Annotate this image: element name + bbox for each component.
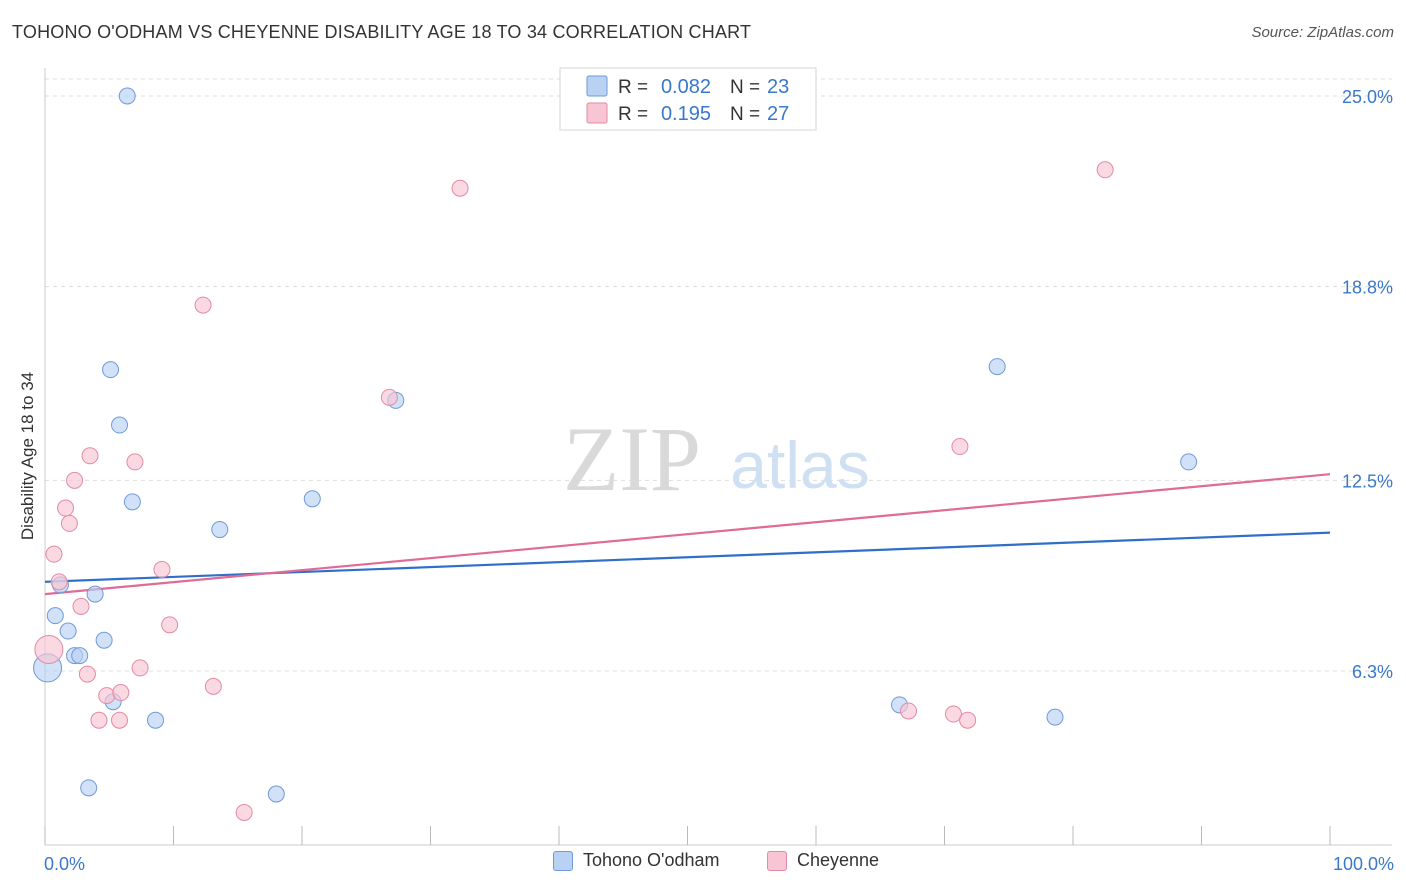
y-tick-label: 6.3% — [1352, 662, 1393, 682]
data-point-cheyenne — [959, 711, 977, 729]
data-point-cheyenne — [34, 634, 64, 664]
data-point-tohono — [1180, 453, 1198, 471]
data-point-cheyenne — [951, 438, 969, 456]
data-point-tohono — [59, 622, 77, 640]
series-legend: Tohono O'odham Cheyenne — [0, 850, 1406, 880]
watermark-atlas: atlas — [730, 428, 869, 502]
data-point-cheyenne — [235, 803, 253, 821]
y-tick-label: 18.8% — [1342, 278, 1393, 298]
data-point-cheyenne — [66, 471, 84, 489]
data-point-tohono — [211, 521, 229, 539]
y-tick-labels: 6.3% 12.5% 18.8% 25.0% — [1342, 87, 1393, 682]
x-tick-label-min: 0.0% — [44, 854, 85, 874]
data-point-tohono — [111, 416, 129, 434]
data-point-tohono — [71, 647, 89, 665]
trend-layer — [44, 473, 1331, 596]
data-point-tohono — [988, 358, 1006, 376]
data-point-tohono — [267, 785, 285, 803]
chart-title: TOHONO O'ODHAM VS CHEYENNE DISABILITY AG… — [12, 22, 752, 42]
stats-legend-swatch-blue — [586, 75, 608, 97]
x-tick-label-max: 100.0% — [1333, 854, 1394, 874]
data-point-cheyenne — [944, 705, 962, 723]
legend-swatch-tohono — [553, 850, 573, 871]
data-point-cheyenne — [57, 499, 75, 517]
data-point-tohono — [102, 361, 120, 379]
data-point-cheyenne — [380, 388, 398, 406]
data-point-cheyenne — [451, 179, 469, 197]
stats-n-label-blue: N = — [730, 77, 760, 98]
watermark-zip: ZIP — [563, 408, 701, 510]
legend-label-cheyenne: Cheyenne — [797, 850, 880, 870]
stats-r-value-pink: 0.195 — [661, 103, 711, 125]
stats-n-label-pink: N = — [730, 104, 760, 125]
data-point-cheyenne — [126, 453, 144, 471]
data-point-tohono — [1046, 708, 1064, 726]
data-point-tohono — [80, 779, 98, 797]
data-point-cheyenne — [131, 659, 149, 677]
legend-label-tohono: Tohono O'odham — [583, 850, 720, 870]
data-point-cheyenne — [161, 616, 179, 634]
data-point-cheyenne — [78, 665, 96, 683]
stats-r-value-blue: 0.082 — [661, 76, 711, 98]
data-point-tohono — [123, 493, 141, 511]
axis-layer — [44, 68, 1392, 846]
y-tick-label: 12.5% — [1342, 471, 1393, 491]
y-axis-label: Disability Age 18 to 34 — [18, 372, 37, 540]
trend-line-cheyenne — [44, 473, 1331, 596]
watermark: ZIP atlas — [563, 408, 870, 510]
data-point-tohono — [118, 87, 136, 105]
data-point-cheyenne — [81, 447, 99, 465]
points-layer — [33, 87, 1198, 821]
legend-item-tohono: Tohono O'odham — [553, 850, 720, 871]
legend-item-cheyenne: Cheyenne — [767, 850, 879, 871]
data-point-tohono — [147, 711, 165, 729]
data-point-cheyenne — [204, 677, 222, 695]
grid-layer — [45, 78, 1392, 672]
data-point-tohono — [46, 607, 64, 625]
stats-n-value-pink: 27 — [767, 103, 789, 125]
data-point-cheyenne — [90, 711, 108, 729]
stats-r-label-pink: R = — [618, 104, 648, 125]
trend-line-tohono — [44, 531, 1331, 583]
data-point-cheyenne — [60, 514, 78, 532]
data-point-cheyenne — [111, 711, 129, 729]
data-point-tohono — [303, 490, 321, 508]
stats-legend-swatch-pink — [586, 102, 608, 124]
data-point-cheyenne — [50, 573, 68, 591]
source-label: Source: ZipAtlas.com — [1251, 24, 1394, 41]
y-tick-label: 25.0% — [1342, 87, 1393, 107]
data-point-cheyenne — [72, 597, 90, 615]
stats-legend: R = 0.082 N = 23 R = 0.195 N = 27 — [559, 67, 817, 131]
stats-n-value-blue: 23 — [767, 76, 789, 98]
legend-swatch-cheyenne — [767, 850, 787, 871]
data-point-tohono — [95, 631, 113, 649]
stats-r-label-blue: R = — [618, 77, 648, 98]
data-point-cheyenne — [194, 296, 212, 314]
data-point-cheyenne — [900, 702, 918, 720]
data-point-cheyenne — [153, 561, 171, 579]
data-point-cheyenne — [98, 687, 116, 705]
data-point-cheyenne — [1096, 161, 1114, 179]
data-point-cheyenne — [45, 545, 63, 563]
data-point-cheyenne — [112, 684, 130, 702]
data-point-tohono — [86, 585, 104, 603]
